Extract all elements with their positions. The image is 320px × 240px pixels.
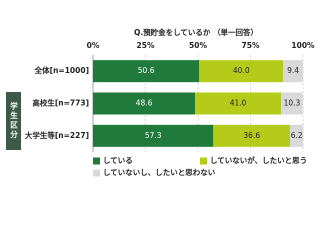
legend-label: していないが、したいと思う bbox=[210, 155, 307, 165]
x-tick-label: 50% bbox=[189, 41, 207, 50]
bar-segment bbox=[290, 124, 304, 147]
bar-segment bbox=[195, 92, 282, 115]
chart-title: Q.預貯金をしているか （単一回答） bbox=[134, 27, 258, 37]
legend-swatch bbox=[200, 157, 207, 165]
chart: Q.預貯金をしているか （単一回答） 学生区分 0% 25% 50% 75% 100% 全… bbox=[6, 27, 315, 177]
x-tick-label: 100% bbox=[291, 41, 315, 50]
bar-segment bbox=[93, 92, 196, 115]
y-tick-label: 高校生[n=773] bbox=[32, 98, 89, 108]
value-label: 6.2 bbox=[291, 131, 303, 140]
bar-segment bbox=[283, 60, 303, 83]
legend-swatch bbox=[93, 169, 100, 177]
value-label: 40.0 bbox=[233, 66, 250, 75]
y-tick-label: 大学生等[n=227] bbox=[25, 130, 89, 140]
value-label: 48.6 bbox=[136, 99, 153, 108]
bar-segment bbox=[213, 124, 291, 147]
bar-segment bbox=[93, 124, 214, 147]
value-label: 10.3 bbox=[284, 99, 301, 108]
group-label: 学生区分 bbox=[9, 101, 18, 140]
y-tick-label: 全体[n=1000] bbox=[34, 65, 89, 75]
x-tick-label: 0% bbox=[87, 41, 100, 50]
value-label: 36.6 bbox=[243, 131, 260, 140]
x-tick-label: 25% bbox=[137, 41, 155, 50]
value-label: 57.3 bbox=[145, 131, 162, 140]
bar-segment bbox=[281, 92, 303, 115]
value-label: 9.4 bbox=[287, 66, 299, 75]
value-label: 50.6 bbox=[138, 66, 155, 75]
x-tick-label: 75% bbox=[242, 41, 260, 50]
value-label: 41.0 bbox=[230, 99, 247, 108]
legend-label: していないし、したいと思わない bbox=[103, 167, 216, 177]
group-box bbox=[6, 92, 21, 150]
bar-segment bbox=[199, 60, 284, 83]
legend-swatch bbox=[93, 157, 100, 165]
bar-segment bbox=[93, 60, 200, 83]
legend-label: している bbox=[103, 156, 133, 165]
